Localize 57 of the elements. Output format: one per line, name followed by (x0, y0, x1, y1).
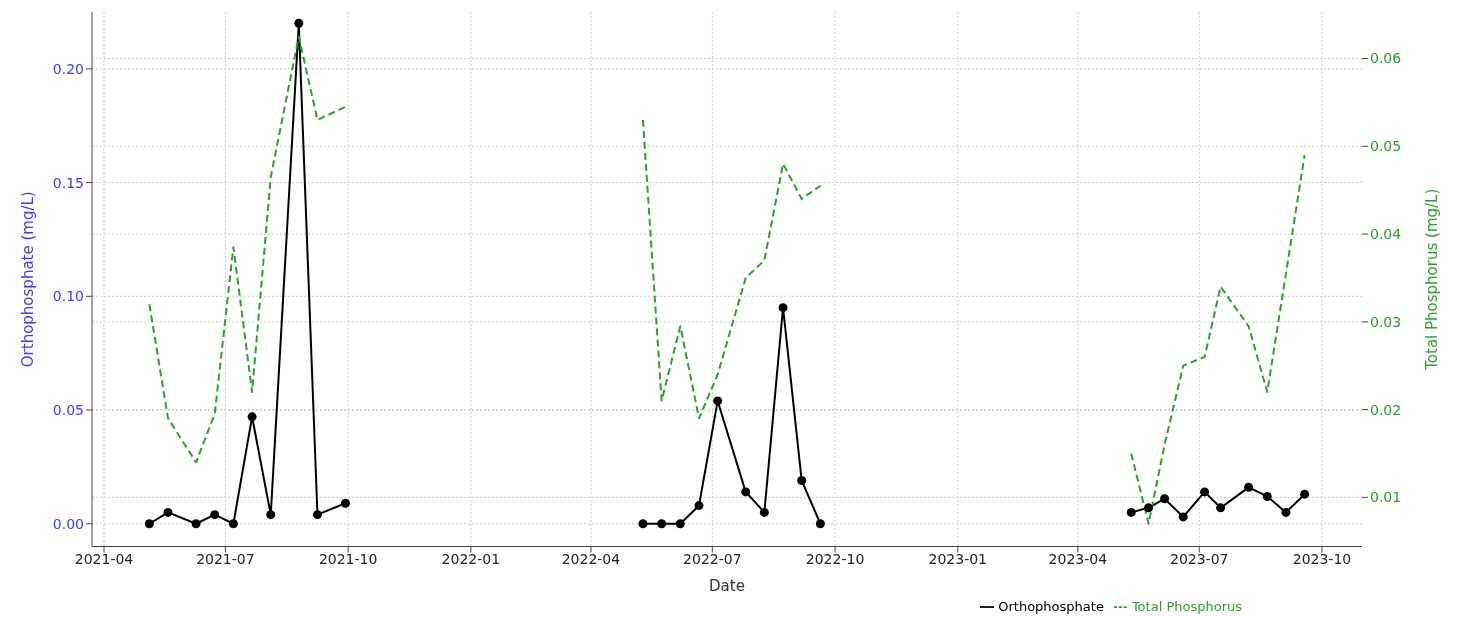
y-axis-title: Orthophosphate (mg/L) (19, 191, 38, 368)
point (1216, 503, 1226, 513)
x-axis-title: Date (709, 576, 745, 595)
point (741, 487, 751, 497)
x-tick-label: 2023-01 (928, 551, 988, 568)
y-tick-label: 0.20 (52, 60, 84, 77)
x-tick-label: 2021-10 (318, 551, 378, 568)
y-tick-label: 0.10 (52, 288, 84, 305)
point (657, 519, 667, 529)
point (1178, 512, 1188, 522)
y-tick-label: 0.00 (52, 515, 84, 532)
point (694, 501, 704, 511)
point (1244, 482, 1254, 492)
point (1160, 494, 1170, 504)
point (675, 519, 685, 529)
y2-tick-label: 0.01 (1370, 489, 1402, 506)
point (797, 476, 807, 486)
point (815, 519, 825, 529)
x-tick-label: 2022-04 (561, 551, 621, 568)
point (1300, 489, 1310, 499)
point (778, 303, 788, 313)
y-tick-label: 0.05 (52, 402, 84, 418)
point (144, 519, 154, 529)
y2-tick-label: 0.04 (1370, 226, 1402, 243)
point (210, 510, 220, 520)
x-tick-label: 2022-07 (683, 551, 742, 568)
x-tick-label: 2023-04 (1048, 551, 1108, 568)
point (759, 507, 769, 517)
point (247, 412, 257, 422)
x-tick-label: 2022-01 (441, 551, 501, 568)
point (1281, 507, 1291, 517)
y2-tick-label: 0.06 (1370, 50, 1402, 67)
y2-tick-label: 0.03 (1370, 313, 1402, 330)
point (713, 396, 723, 406)
point (1144, 503, 1154, 513)
x-tick-label: 2022-10 (805, 551, 865, 568)
x-tick-label: 2023-10 (1292, 551, 1352, 568)
legend-label: Total Phosphorus (1131, 598, 1242, 614)
point (294, 18, 304, 28)
x-tick-label: 2023-07 (1170, 551, 1229, 568)
y2-tick-label: 0.05 (1370, 138, 1402, 155)
point (340, 498, 350, 508)
point (228, 519, 238, 529)
point (638, 519, 648, 529)
y2-tick-label: 0.02 (1370, 401, 1402, 418)
point (1126, 507, 1136, 517)
point (1262, 491, 1272, 501)
legend-label: Orthophosphate (998, 598, 1104, 614)
y2-axis-title: Total Phosphorus (mg/L) (1423, 188, 1442, 371)
x-tick-label: 2021-07 (196, 551, 255, 568)
point (266, 510, 276, 520)
y-tick-label: 0.15 (52, 174, 84, 191)
x-tick-label: 2021-04 (74, 551, 134, 568)
point (312, 510, 322, 520)
point (1200, 487, 1210, 497)
point (191, 519, 201, 529)
point (163, 507, 173, 517)
